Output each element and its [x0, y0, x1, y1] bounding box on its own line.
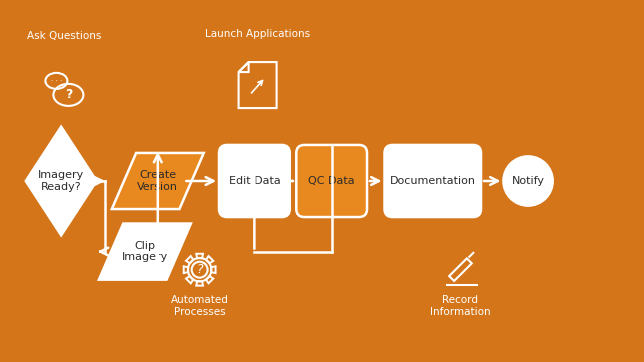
- Text: Notify: Notify: [511, 176, 545, 186]
- Text: QC Data: QC Data: [308, 176, 355, 186]
- Text: Automated
Processes: Automated Processes: [171, 295, 229, 317]
- Polygon shape: [99, 223, 191, 279]
- Text: Launch Applications: Launch Applications: [205, 29, 310, 39]
- Text: Edit Data: Edit Data: [229, 176, 280, 186]
- Text: ?: ?: [64, 88, 72, 101]
- Text: Create
Version: Create Version: [137, 170, 178, 192]
- FancyBboxPatch shape: [219, 145, 290, 217]
- Text: · · ·: · · ·: [51, 78, 62, 84]
- Polygon shape: [112, 153, 204, 209]
- Text: Imagery
Ready?: Imagery Ready?: [38, 170, 84, 192]
- Polygon shape: [26, 127, 97, 235]
- Text: ?: ?: [196, 263, 203, 276]
- Text: Clip
Imagery: Clip Imagery: [122, 241, 168, 262]
- Circle shape: [504, 156, 553, 206]
- Text: Record
Information: Record Information: [430, 295, 491, 317]
- Text: Documentation: Documentation: [390, 176, 476, 186]
- FancyBboxPatch shape: [384, 145, 481, 217]
- Text: Ask Questions: Ask Questions: [27, 31, 102, 41]
- FancyBboxPatch shape: [296, 145, 367, 217]
